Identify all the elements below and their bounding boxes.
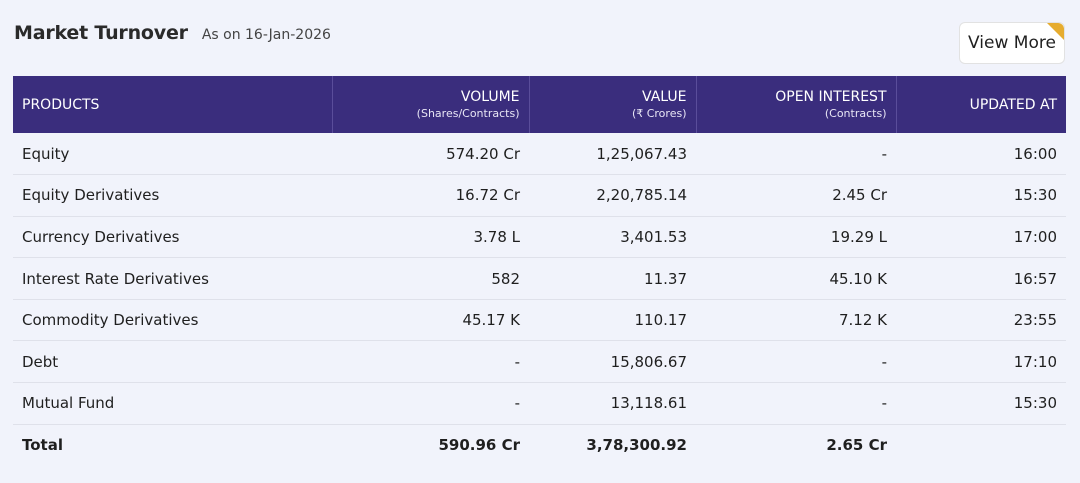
value-cell: 15,806.67	[529, 340, 696, 384]
volume-cell: 45.17 K	[332, 299, 529, 342]
value-cell: 1,25,067.43	[529, 133, 696, 176]
updated-at-cell: 15:30	[896, 174, 1066, 217]
value-cell: 3,401.53	[529, 216, 696, 259]
page-title: Market Turnover	[14, 22, 188, 44]
table-row: Debt - 15,806.67 - 17:10	[13, 340, 1066, 384]
open-interest-cell: 2.45 Cr	[696, 174, 896, 217]
total-volume: 590.96 Cr	[438, 436, 520, 455]
product-cell: Commodity Derivatives	[13, 299, 332, 342]
table-row: Interest Rate Derivatives 582 11.37 45.1…	[13, 257, 1066, 300]
total-open-interest: 2.65 Cr	[826, 436, 887, 455]
open-interest-cell: 7.12 K	[696, 299, 896, 342]
view-more-button[interactable]: View More	[959, 22, 1065, 64]
table-row: Currency Derivatives 3.78 L 3,401.53 19.…	[13, 216, 1066, 259]
open-interest-cell: 19.29 L	[696, 216, 896, 259]
product-cell: Equity Derivatives	[13, 174, 332, 217]
total-value: 3,78,300.92	[586, 436, 687, 455]
value-cell: 2,20,785.14	[529, 174, 696, 217]
open-interest-cell: -	[696, 340, 896, 384]
table-row: Commodity Derivatives 45.17 K 110.17 7.1…	[13, 299, 1066, 342]
corner-accent-icon	[1047, 23, 1064, 40]
updated-at-cell: 17:10	[896, 340, 1066, 384]
column-header-updated-at: UPDATED AT	[895, 76, 1066, 133]
product-cell: Currency Derivatives	[13, 216, 332, 259]
column-header-open-interest: OPEN INTEREST (Contracts)	[695, 76, 896, 133]
open-interest-cell: -	[696, 382, 896, 425]
updated-at-cell: 16:57	[896, 257, 1066, 300]
updated-at-cell: 15:30	[896, 382, 1066, 425]
updated-at-cell: 23:55	[896, 299, 1066, 342]
total-label: Total	[22, 436, 63, 455]
table-body: Equity 574.20 Cr 1,25,067.43 - 16:00 Equ…	[13, 133, 1066, 466]
updated-at-cell: 16:00	[896, 133, 1066, 176]
product-cell: Interest Rate Derivatives	[13, 257, 332, 300]
as-on-date: As on 16-Jan-2026	[201, 27, 331, 43]
volume-cell: 574.20 Cr	[332, 133, 529, 176]
table-row: Mutual Fund - 13,118.61 - 15:30	[13, 382, 1066, 425]
volume-cell: 582	[332, 257, 529, 300]
table-row: Equity Derivatives 16.72 Cr 2,20,785.14 …	[13, 174, 1066, 217]
volume-cell: 16.72 Cr	[332, 174, 529, 217]
column-header-volume: VOLUME (Shares/Contracts)	[331, 76, 529, 133]
total-row: Total 590.96 Cr 3,78,300.92 2.65 Cr	[13, 424, 1066, 466]
turnover-table: PRODUCTS VOLUME (Shares/Contracts) VALUE…	[13, 76, 1066, 466]
volume-cell: -	[332, 340, 529, 384]
widget-header: Market Turnover As on 16-Jan-2026	[14, 22, 331, 44]
product-cell: Mutual Fund	[13, 382, 332, 425]
open-interest-cell: 45.10 K	[696, 257, 896, 300]
view-more-label: View More	[968, 33, 1056, 53]
table-header: PRODUCTS VOLUME (Shares/Contracts) VALUE…	[13, 76, 1066, 133]
table-row: Equity 574.20 Cr 1,25,067.43 - 16:00	[13, 133, 1066, 176]
total-updated-at	[896, 424, 1066, 466]
product-cell: Debt	[13, 340, 332, 384]
value-cell: 13,118.61	[529, 382, 696, 425]
product-cell: Equity	[13, 133, 332, 176]
volume-cell: 3.78 L	[332, 216, 529, 259]
open-interest-cell: -	[696, 133, 896, 176]
value-cell: 110.17	[529, 299, 696, 342]
value-cell: 11.37	[529, 257, 696, 300]
column-header-value: VALUE (₹ Crores)	[528, 76, 696, 133]
column-header-products: PRODUCTS	[13, 76, 332, 133]
updated-at-cell: 17:00	[896, 216, 1066, 259]
volume-cell: -	[332, 382, 529, 425]
